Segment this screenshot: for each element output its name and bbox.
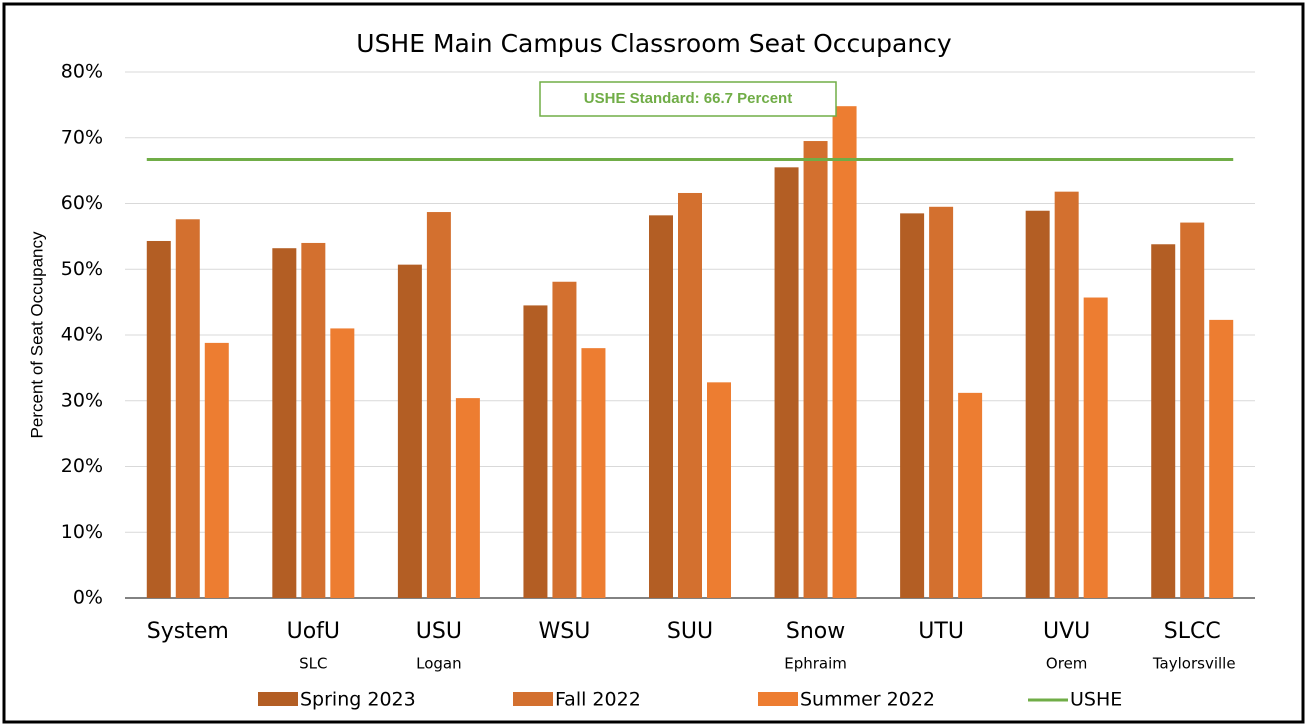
y-tick-label: 40% (61, 324, 103, 346)
bar (581, 348, 606, 598)
y-tick-label: 80% (61, 61, 103, 83)
x-tick-label: UVU (1043, 619, 1090, 644)
y-tick-label: 0% (73, 587, 103, 609)
x-tick-label: UofU (287, 619, 340, 644)
x-sub-label: Orem (1046, 655, 1087, 673)
bar (204, 342, 229, 598)
bar (552, 281, 577, 598)
bar (900, 213, 925, 599)
bar (1209, 319, 1234, 598)
x-sub-label: Ephraim (784, 655, 847, 673)
bar (397, 264, 422, 598)
y-axis-label: Percent of Seat Occupancy (27, 231, 46, 438)
bar (774, 167, 799, 598)
x-tick-label: System (147, 619, 229, 644)
annotation-box (539, 81, 837, 117)
legend-label: USHE (1070, 689, 1122, 711)
x-tick-label: SUU (667, 619, 713, 644)
y-tick-label: 70% (61, 126, 103, 148)
bar (426, 212, 451, 599)
x-sub-label: Taylorsville (1152, 655, 1236, 673)
legend-label: Summer 2022 (800, 689, 935, 711)
bar (1083, 297, 1108, 598)
bar (455, 398, 480, 598)
bar (330, 328, 355, 598)
y-tick-label: 60% (61, 192, 103, 214)
legend-swatch (258, 692, 298, 706)
legend-swatch (758, 692, 798, 706)
bar (175, 219, 200, 598)
y-tick-label: 30% (61, 389, 103, 411)
bar (1054, 191, 1079, 599)
bar (707, 382, 731, 598)
annotation: USHE Standard: 66.7 Percent (584, 90, 792, 107)
legend-label: Spring 2023 (300, 689, 416, 711)
chart-title: USHE Main Campus Classroom Seat Occupanc… (356, 29, 952, 58)
bar (301, 242, 326, 598)
x-tick-label: USU (416, 619, 462, 644)
bar (649, 215, 673, 598)
bar (272, 248, 297, 598)
bar (832, 106, 857, 598)
y-tick-label: 10% (61, 521, 103, 543)
legend-label: Fall 2022 (555, 689, 641, 711)
bar (929, 206, 954, 598)
bar (958, 392, 983, 598)
x-tick-label: SLCC (1164, 619, 1221, 644)
y-tick-label: 20% (61, 455, 103, 477)
x-sub-label: Logan (416, 655, 462, 673)
x-tick-label: Snow (786, 619, 845, 644)
legend-swatch (513, 692, 553, 706)
bar (803, 141, 828, 598)
bar (1025, 210, 1050, 599)
bar (1180, 222, 1205, 598)
bar (146, 240, 171, 599)
x-sub-label: SLC (299, 655, 327, 673)
bar (1151, 244, 1176, 598)
y-tick-label: 50% (61, 258, 103, 280)
bar (678, 192, 702, 599)
x-tick-label: WSU (539, 619, 591, 644)
bar (523, 305, 548, 598)
x-tick-label: UTU (918, 619, 964, 644)
